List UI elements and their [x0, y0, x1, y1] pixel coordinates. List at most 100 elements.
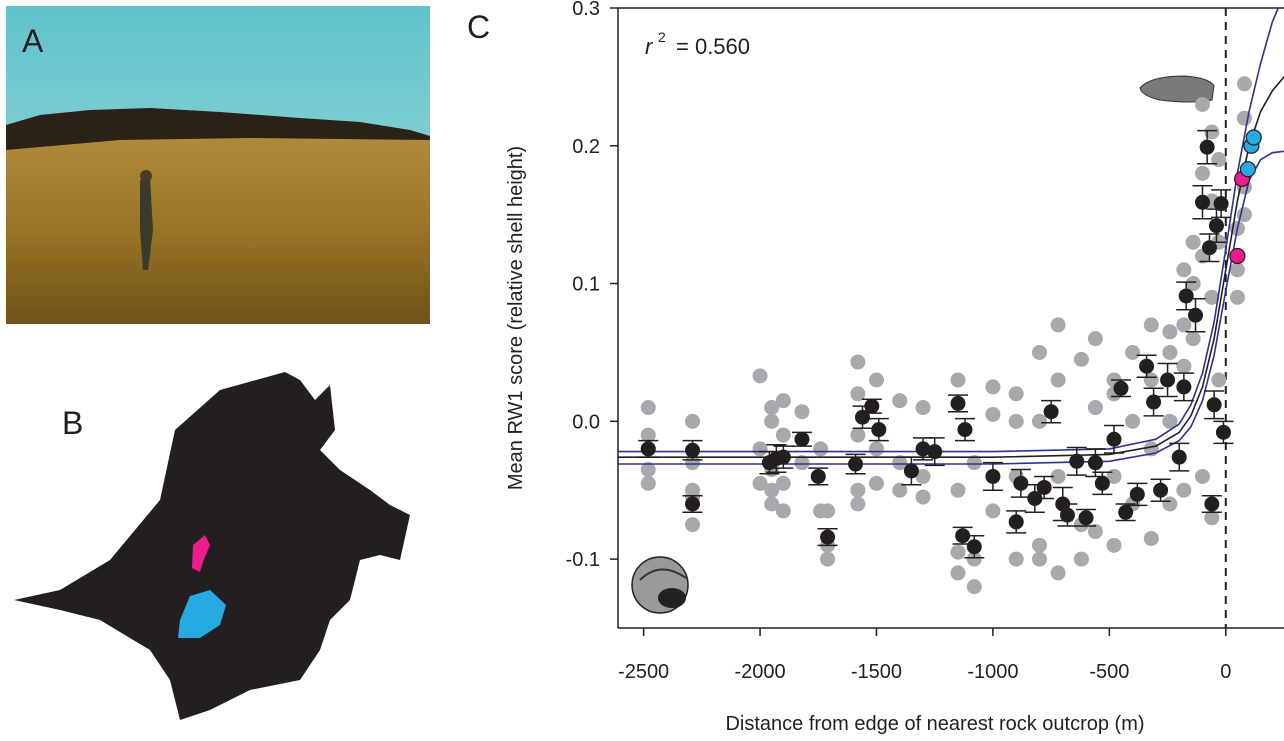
point: [1069, 453, 1085, 469]
point: [1160, 372, 1176, 388]
point: [1129, 486, 1145, 502]
point: [1188, 307, 1204, 323]
point: [1229, 289, 1245, 305]
point: [794, 431, 810, 447]
point: [752, 441, 768, 457]
plot-area: [618, 8, 1284, 628]
point: [1094, 475, 1110, 491]
panel-label: A: [22, 23, 44, 59]
point: [892, 482, 908, 498]
x-tick-label: 0: [1220, 661, 1231, 683]
point: [1073, 551, 1089, 567]
point: [950, 395, 966, 411]
point: [1194, 468, 1210, 484]
x-tick-label: -1000: [967, 661, 1018, 683]
point: [966, 579, 982, 595]
point: [1146, 394, 1162, 410]
point: [685, 413, 701, 429]
point: [764, 496, 780, 512]
point: [810, 468, 826, 484]
x-tick-label: -1500: [851, 661, 902, 683]
annotation: 2: [658, 29, 666, 45]
point: [1013, 475, 1029, 491]
point: [1185, 276, 1201, 292]
point: [955, 528, 971, 544]
point: [1206, 397, 1222, 413]
y-tick-label: 0.1: [572, 274, 600, 296]
point: [1213, 196, 1229, 212]
point: [903, 463, 919, 479]
point: [1215, 424, 1231, 440]
point: [1239, 161, 1257, 178]
x-tick-label: -2500: [618, 661, 669, 683]
point: [1194, 194, 1210, 210]
point: [966, 455, 982, 471]
point: [1031, 537, 1047, 553]
point: [1204, 496, 1220, 512]
point: [1087, 331, 1103, 347]
point: [1043, 404, 1059, 420]
point: [1008, 386, 1024, 402]
point: [1118, 504, 1134, 520]
point: [640, 400, 656, 416]
point: [685, 517, 701, 533]
point: [1162, 413, 1178, 429]
point: [1087, 400, 1103, 416]
point: [850, 496, 866, 512]
point: [1245, 129, 1262, 146]
point: [985, 503, 1001, 519]
point: [764, 413, 780, 429]
point: [1143, 530, 1159, 546]
y-tick-label: 0.2: [572, 136, 600, 158]
point: [1087, 524, 1103, 540]
point: [1162, 324, 1178, 340]
point: [850, 354, 866, 370]
point: [1162, 496, 1178, 512]
point: [1050, 372, 1066, 388]
annotation: = 0.560: [676, 34, 750, 59]
point: [1153, 482, 1169, 498]
point: [864, 398, 880, 414]
point: [1050, 565, 1066, 581]
point: [640, 427, 656, 443]
point: [685, 496, 701, 512]
point: [820, 551, 836, 567]
point: [1178, 288, 1194, 304]
point: [1236, 76, 1252, 92]
point: [1211, 372, 1227, 388]
point: [1008, 551, 1024, 567]
point: [1185, 234, 1201, 250]
point: [985, 406, 1001, 422]
point: [927, 444, 943, 460]
point: [1031, 344, 1047, 360]
point: [1139, 358, 1155, 374]
point: [985, 379, 1001, 395]
point: [1113, 380, 1129, 396]
point: [775, 475, 791, 491]
point: [915, 468, 931, 484]
point: [1176, 262, 1192, 278]
point: [775, 427, 791, 443]
point: [1106, 431, 1122, 447]
point: [1031, 551, 1047, 567]
point: [1236, 207, 1252, 223]
point: [868, 372, 884, 388]
y-tick-label: 0.0: [572, 411, 600, 433]
point: [850, 427, 866, 443]
point: [1073, 351, 1089, 367]
map: [14, 372, 410, 720]
point: [950, 565, 966, 581]
y-tick-label: -0.1: [566, 549, 600, 571]
y-tick-label: 0.3: [572, 0, 600, 20]
point: [775, 393, 791, 409]
point: [892, 455, 908, 471]
point: [950, 544, 966, 560]
point: [1050, 468, 1066, 484]
point: [1236, 110, 1252, 126]
panel-label: B: [62, 405, 83, 441]
point: [1106, 537, 1122, 553]
point: [794, 455, 810, 471]
point: [1229, 262, 1245, 278]
x-tick-label: -2000: [734, 661, 785, 683]
point: [950, 372, 966, 388]
